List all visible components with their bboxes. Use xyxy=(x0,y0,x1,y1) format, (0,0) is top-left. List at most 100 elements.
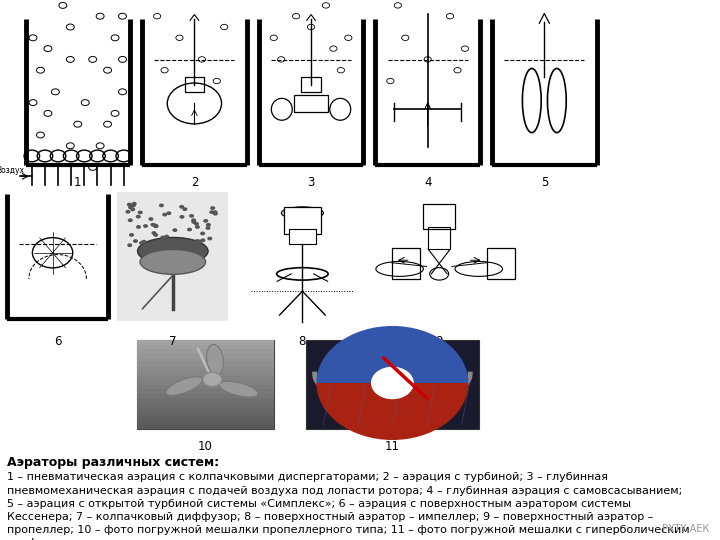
Circle shape xyxy=(153,233,158,237)
Circle shape xyxy=(127,202,132,206)
Bar xyxy=(137,389,274,394)
Text: 3: 3 xyxy=(307,176,315,188)
Bar xyxy=(294,94,328,112)
Circle shape xyxy=(148,217,153,221)
Circle shape xyxy=(181,242,186,246)
Bar xyxy=(185,77,204,92)
Circle shape xyxy=(125,210,130,214)
Circle shape xyxy=(162,213,167,217)
Text: 9: 9 xyxy=(436,335,443,348)
Circle shape xyxy=(192,220,197,224)
Bar xyxy=(137,376,274,380)
Bar xyxy=(306,340,479,429)
Circle shape xyxy=(143,224,148,228)
Circle shape xyxy=(153,224,158,227)
Circle shape xyxy=(203,372,222,387)
Circle shape xyxy=(133,239,138,243)
Circle shape xyxy=(212,210,217,214)
Bar xyxy=(284,207,321,234)
Wedge shape xyxy=(316,326,469,383)
Ellipse shape xyxy=(207,345,223,375)
Circle shape xyxy=(151,231,156,235)
Bar xyxy=(392,248,420,279)
Circle shape xyxy=(198,240,203,244)
Text: 4: 4 xyxy=(424,176,431,188)
Circle shape xyxy=(187,228,192,232)
Text: 1 – пневматическая аэрация с колпачковыми диспергаторами; 2 – аэрация с турбиной: 1 – пневматическая аэрация с колпачковым… xyxy=(7,472,690,540)
Wedge shape xyxy=(316,383,469,440)
Text: Аэраторы различных систем:: Аэраторы различных систем: xyxy=(7,456,220,469)
Bar xyxy=(137,403,274,407)
Circle shape xyxy=(130,207,135,211)
Circle shape xyxy=(179,215,184,219)
Circle shape xyxy=(189,214,194,218)
Circle shape xyxy=(132,202,137,206)
Text: 10: 10 xyxy=(198,440,212,453)
Circle shape xyxy=(194,222,199,226)
Bar xyxy=(137,425,274,429)
Circle shape xyxy=(191,218,196,222)
Bar xyxy=(137,384,274,389)
Bar xyxy=(137,398,274,403)
Circle shape xyxy=(166,211,171,215)
Circle shape xyxy=(179,205,184,208)
Bar xyxy=(137,349,274,354)
Circle shape xyxy=(213,212,218,215)
Bar xyxy=(117,192,228,321)
Circle shape xyxy=(145,245,150,248)
Circle shape xyxy=(195,245,200,249)
Bar xyxy=(137,340,274,429)
Bar xyxy=(487,248,516,279)
Text: 2: 2 xyxy=(191,176,198,188)
Circle shape xyxy=(129,233,134,237)
Bar xyxy=(137,362,274,367)
Bar xyxy=(137,420,274,425)
Ellipse shape xyxy=(282,207,323,219)
Text: 8: 8 xyxy=(299,335,306,348)
Text: РХТУ АЕК: РХТУ АЕК xyxy=(662,523,709,534)
Ellipse shape xyxy=(138,238,208,265)
Circle shape xyxy=(139,241,144,245)
Circle shape xyxy=(207,237,212,240)
Text: 1: 1 xyxy=(74,176,81,188)
Bar xyxy=(423,204,455,229)
Bar xyxy=(137,380,274,384)
Circle shape xyxy=(155,245,160,249)
Ellipse shape xyxy=(140,249,206,274)
Ellipse shape xyxy=(166,377,202,395)
Circle shape xyxy=(203,219,208,223)
Circle shape xyxy=(172,228,177,232)
Bar xyxy=(428,227,450,249)
Bar xyxy=(137,354,274,358)
Bar xyxy=(137,345,274,349)
Circle shape xyxy=(127,244,132,247)
Bar xyxy=(137,394,274,398)
Text: 6: 6 xyxy=(54,335,61,348)
Circle shape xyxy=(180,240,185,244)
Circle shape xyxy=(174,240,179,244)
Circle shape xyxy=(179,246,184,250)
Circle shape xyxy=(128,206,133,210)
Circle shape xyxy=(131,204,136,207)
Circle shape xyxy=(141,240,146,244)
Bar xyxy=(137,367,274,372)
Circle shape xyxy=(195,225,200,229)
Bar xyxy=(137,358,274,362)
Text: 11: 11 xyxy=(385,440,400,453)
Circle shape xyxy=(210,210,215,214)
Bar xyxy=(137,416,274,420)
Circle shape xyxy=(182,207,187,211)
Bar xyxy=(137,340,274,345)
Circle shape xyxy=(164,235,169,239)
Circle shape xyxy=(136,215,141,219)
Ellipse shape xyxy=(219,381,258,397)
Circle shape xyxy=(127,218,132,222)
Circle shape xyxy=(136,225,141,229)
Bar xyxy=(137,411,274,416)
Circle shape xyxy=(153,244,158,247)
Circle shape xyxy=(210,206,215,210)
Circle shape xyxy=(150,223,156,227)
Circle shape xyxy=(153,224,158,228)
Circle shape xyxy=(372,367,413,399)
Circle shape xyxy=(138,211,143,214)
